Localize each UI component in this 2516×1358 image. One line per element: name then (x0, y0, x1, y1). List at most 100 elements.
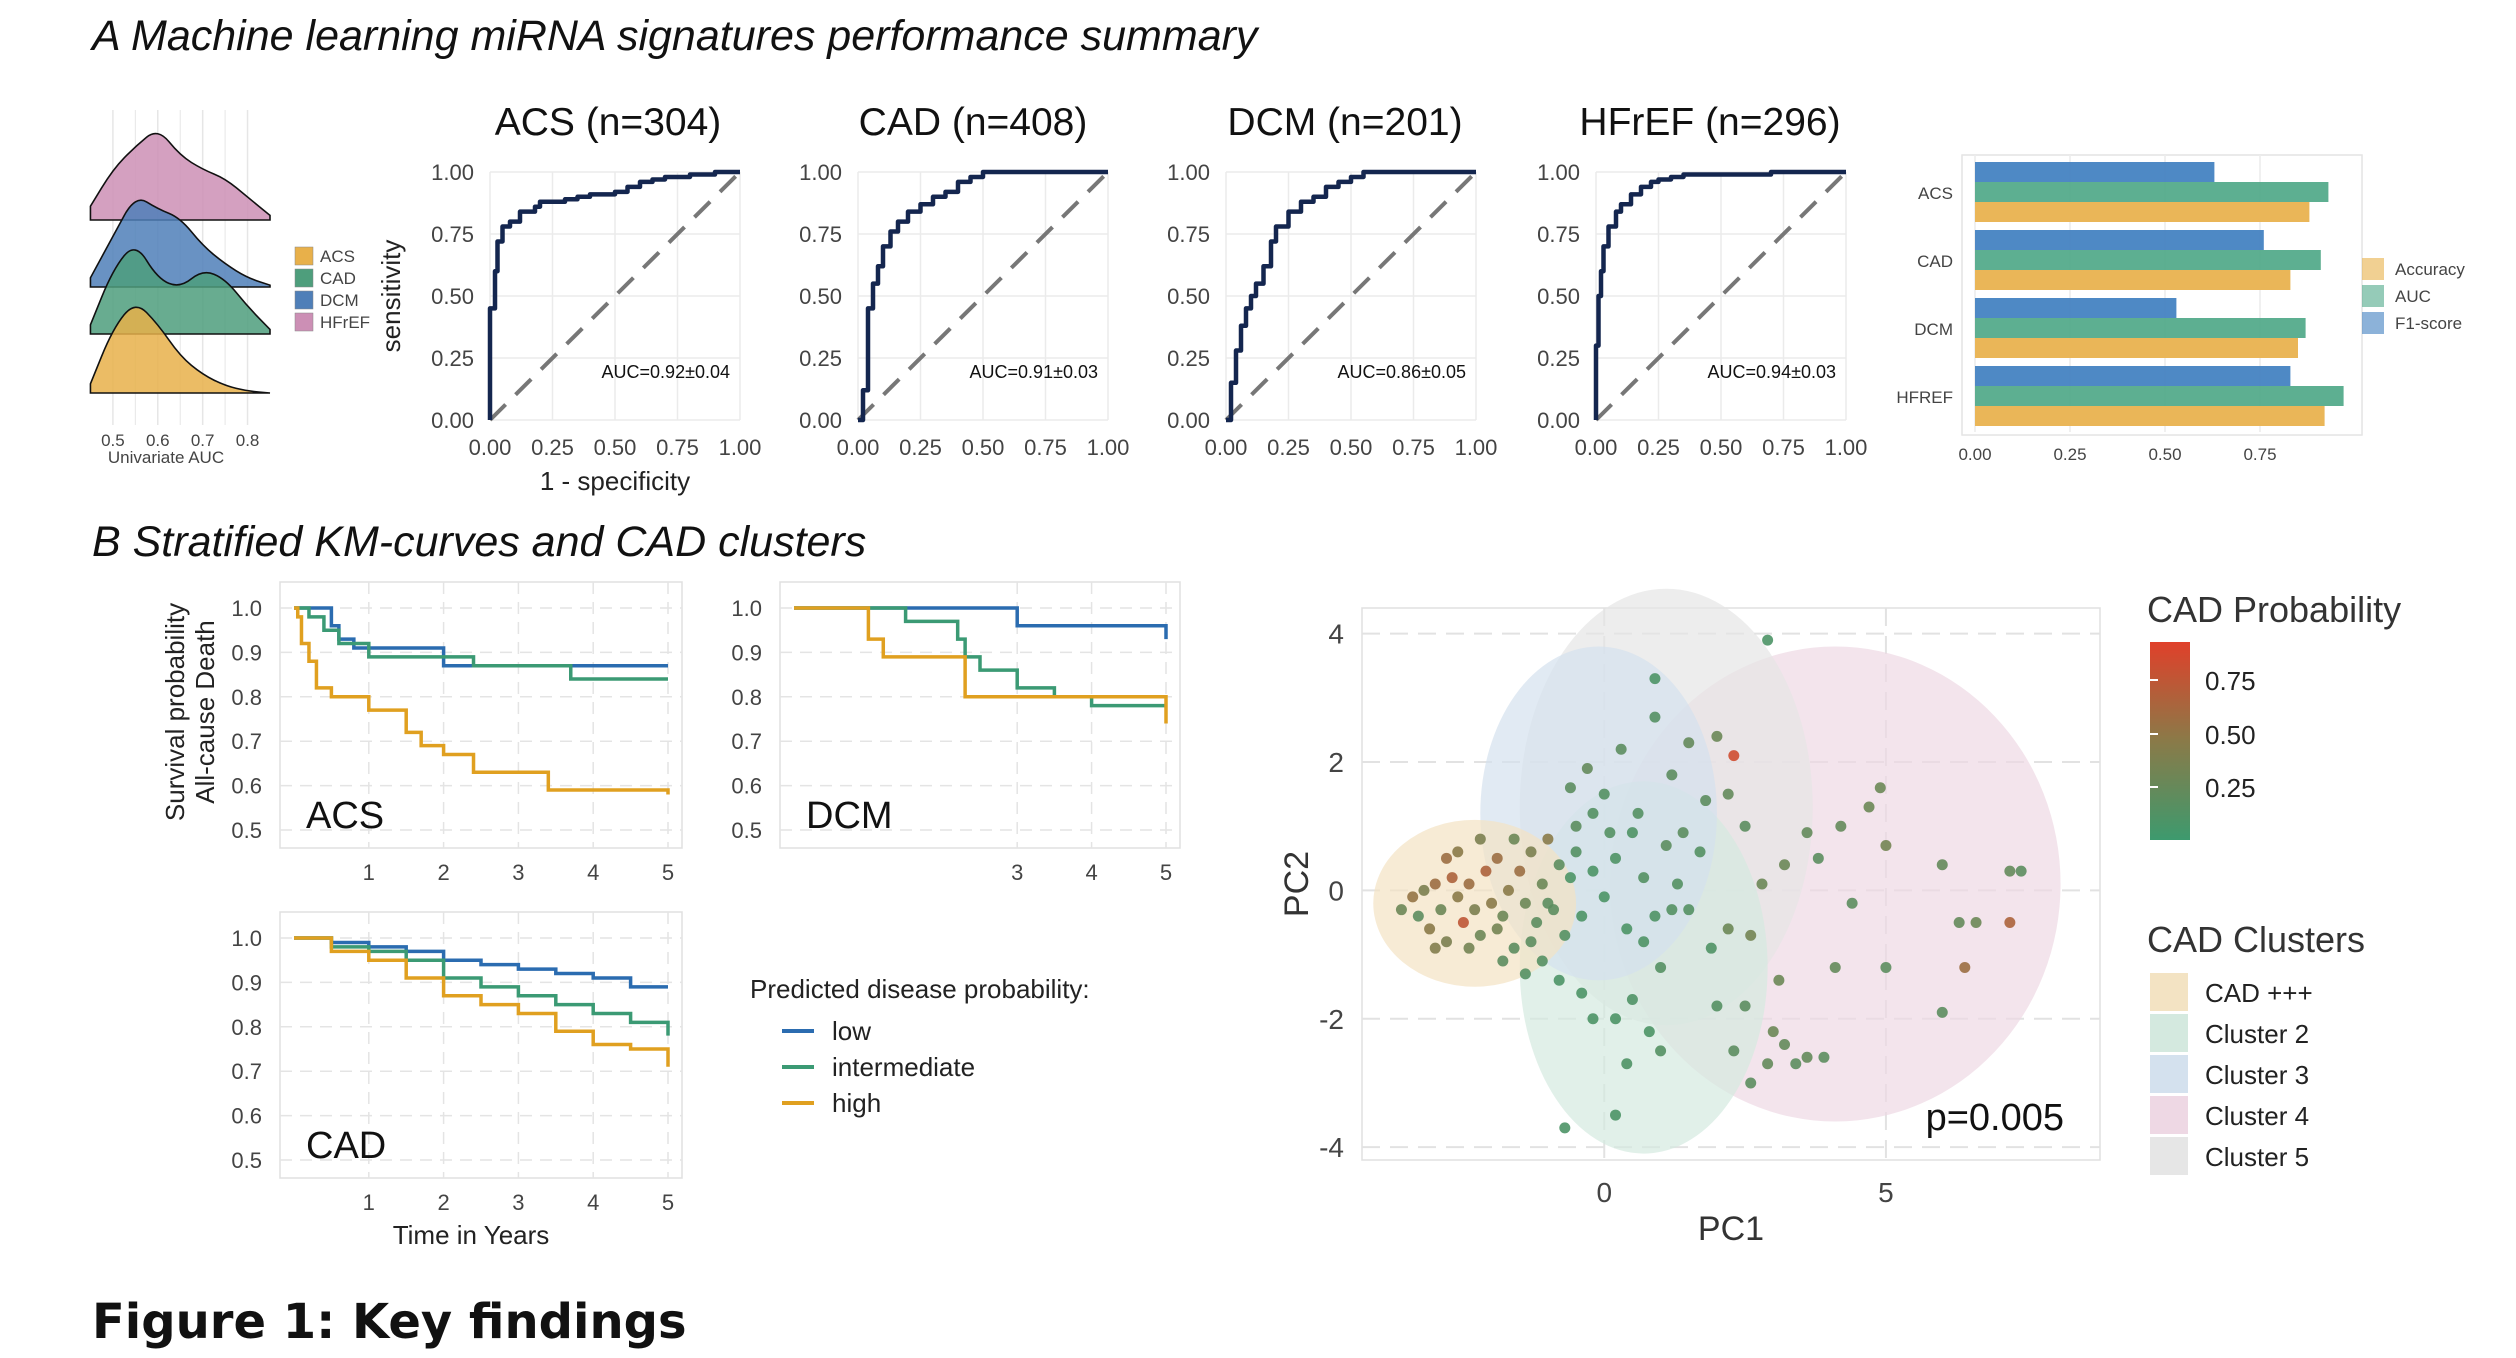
roc-diagonal-reference (488, 170, 742, 422)
roc-title: HFrEF (n=296) (1579, 101, 1840, 144)
ridgeline-x-tick: 0.5 (101, 431, 125, 450)
pca-point (1491, 923, 1503, 935)
roc-y-tick: 0.75 (1167, 222, 1210, 247)
metrics-x-tick: 0.00 (1958, 445, 1991, 464)
metrics-category-label: DCM (1914, 320, 1953, 339)
pca-scatter-chart: -4 -2 0 2 4 0 5 p=0.005 PC1 PC2 (1278, 588, 2101, 1248)
ridgeline-density-acs (89, 306, 271, 394)
roc-y-tick: 0.50 (1537, 284, 1580, 309)
metrics-bar-f1-score (1975, 298, 2177, 318)
pca-point (1767, 1026, 1779, 1038)
pca-point (1536, 878, 1548, 890)
metrics-bar-f1-score (1975, 366, 2291, 386)
roc-diagonal-reference (1224, 170, 1478, 422)
roc-y-tick: 0.00 (431, 408, 474, 433)
roc-auc-annotation: AUC=0.91±0.03 (970, 362, 1098, 382)
roc-title: CAD (n=408) (859, 101, 1088, 144)
ridgeline-legend-swatch-dcm (294, 290, 314, 310)
km-y-tick: 0.6 (231, 1104, 262, 1129)
roc-x-tick: 0.75 (656, 435, 699, 460)
pca-cluster-legend-label: CAD +++ (2205, 978, 2313, 1008)
pca-point (1874, 782, 1886, 794)
km-curve-low (294, 936, 668, 989)
km-curve-high (294, 606, 670, 795)
pca-point (1514, 865, 1526, 877)
panel-a-heading: A Machine learning miRNA signatures perf… (89, 12, 1260, 60)
km-legend-label-intermediate: intermediate (832, 1052, 975, 1082)
pca-panel-border (1361, 607, 2101, 1161)
pca-point (1953, 917, 1965, 929)
km-x-tick: 3 (1011, 860, 1023, 885)
roc-curve (487, 169, 740, 420)
km-x-tick: 4 (1085, 860, 1097, 885)
metrics-category-label: ACS (1918, 184, 1953, 203)
km-y-tick: 0.9 (231, 970, 262, 995)
km-x-tick: 1 (363, 1190, 375, 1215)
pca-point (1880, 839, 1892, 851)
pca-point (1519, 897, 1531, 909)
roc-y-tick: 0.75 (1537, 222, 1580, 247)
pca-point (1525, 846, 1537, 858)
pca-point (1818, 1051, 1830, 1063)
pca-point (1829, 961, 1841, 973)
roc-x-tick: 1.00 (1455, 435, 1498, 460)
ridgeline-legend-swatch-cad (294, 268, 314, 288)
ridgeline-x-axis-label: Univariate AUC (108, 448, 224, 467)
pca-cluster-legend-label: Cluster 3 (2205, 1060, 2309, 1090)
km-legend-label-low: low (832, 1016, 871, 1046)
pca-point (1559, 929, 1571, 941)
pca-point (1429, 878, 1441, 890)
pca-point (1745, 1077, 1757, 1089)
pca-point (1683, 904, 1695, 916)
roc-x-tick: 0.75 (1392, 435, 1435, 460)
pca-point (1660, 839, 1672, 851)
roc-x-axis-label: 1 - specificity (540, 466, 690, 496)
pca-point (1457, 917, 1469, 929)
ridgeline-legend-label-dcm: DCM (320, 291, 359, 310)
pca-point (1497, 910, 1509, 922)
pca-point (2004, 865, 2016, 877)
roc-y-tick: 0.25 (799, 346, 842, 371)
km-y-tick: 0.8 (231, 1015, 262, 1040)
roc-y-tick: 0.00 (1537, 408, 1580, 433)
ridgeline-legend-swatch-hfref (294, 312, 314, 332)
pca-point (2015, 865, 2027, 877)
roc-chart-cad: CAD (n=408) AUC=0.91±0.03 0.000.00 0.25 0.25… (799, 101, 1129, 460)
pca-point (1446, 872, 1458, 884)
roc-y-tick: 0.25 (431, 346, 474, 371)
pca-point (1441, 936, 1453, 948)
km-legend-title: Predicted disease probability: (750, 974, 1090, 1004)
pca-point (1525, 936, 1537, 948)
roc-y-tick: 0.50 (799, 284, 842, 309)
metrics-bar-accuracy (1975, 270, 2291, 290)
pca-point (1638, 872, 1650, 884)
pca-point (1598, 891, 1610, 903)
pca-probability-legend-title: CAD Probability (2147, 589, 2401, 630)
pca-cluster-legend-swatch (2150, 1137, 2188, 1175)
pca-point (1615, 743, 1627, 755)
roc-x-tick: 0.25 (899, 435, 942, 460)
pca-point (1683, 737, 1695, 749)
roc-y-tick: 0.75 (799, 222, 842, 247)
km-panel-border (279, 581, 683, 849)
km-chart-cad: 0.5 0.6 0.7 0.8 0.9 1.0 1 2 3 4 5 CAD Time in Years (231, 911, 683, 1250)
pca-point (1486, 897, 1498, 909)
pca-point (1469, 904, 1481, 916)
pca-cluster-ellipse (1373, 819, 1577, 987)
pca-point (1936, 859, 1948, 871)
km-chart-acs: 0.5 0.6 0.7 0.8 0.9 1.0 1 2 3 4 5 ACS Survival proba… (160, 581, 683, 885)
pca-point (1576, 987, 1588, 999)
roc-x-tick: 0.00 (837, 435, 880, 460)
pca-point (1564, 782, 1576, 794)
pca-cluster-legend-label: Cluster 2 (2205, 1019, 2309, 1049)
roc-curve (1593, 169, 1846, 420)
pca-x-axis-label: PC1 (1698, 1210, 1764, 1248)
km-panel-label: CAD (306, 1125, 386, 1167)
pca-y-tick: 4 (1328, 619, 1344, 650)
ridgeline-chart: 0.5 0.6 0.7 0.8 Univariate AUC ACS CAD DCM HFrEF (89, 110, 370, 467)
metrics-x-tick: 0.50 (2148, 445, 2181, 464)
roc-x-tick: 0.50 (1700, 435, 1743, 460)
pca-point (1491, 852, 1503, 864)
pca-point (1531, 917, 1543, 929)
km-y-tick: 0.9 (231, 640, 262, 665)
